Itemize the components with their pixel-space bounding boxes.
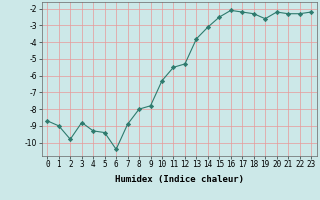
X-axis label: Humidex (Indice chaleur): Humidex (Indice chaleur) bbox=[115, 175, 244, 184]
